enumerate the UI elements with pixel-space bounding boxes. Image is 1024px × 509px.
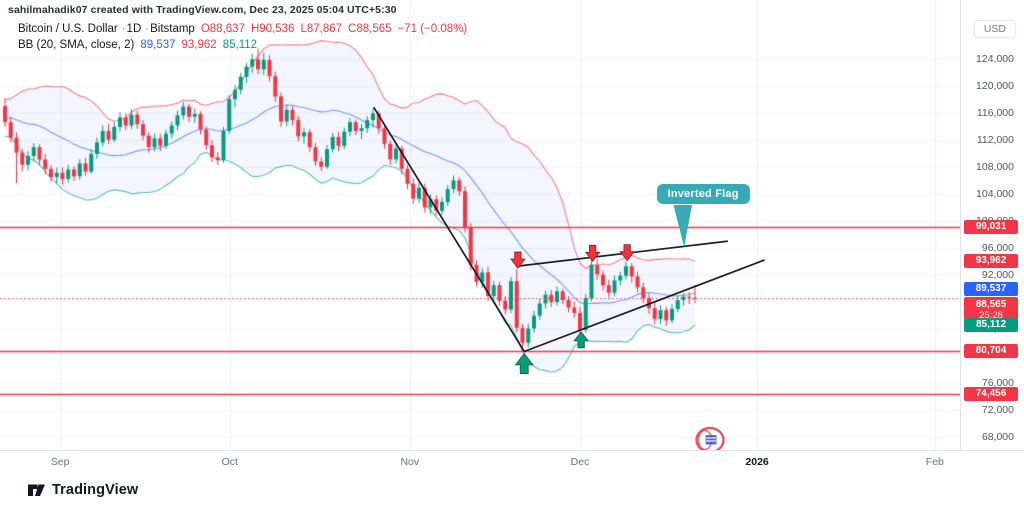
ohlc-o-value: O88,637 (200, 23, 245, 35)
time-tick-label: Feb (925, 456, 944, 468)
chart-legend: Bitcoin / U.S. Dollar · 1D · Bitstamp O88,637… (18, 21, 473, 53)
time-tick-label: Oct (221, 456, 238, 468)
price-tick-label: 96,000 (981, 241, 1014, 254)
indicator-value-2: 85,112 (222, 39, 258, 51)
last-price-label[interactable]: 88,565 25:28 (964, 296, 1018, 321)
price-tick-label: 108,000 (976, 160, 1014, 173)
indicator-value-1: 93,962 (181, 39, 217, 51)
pattern-callout[interactable]: Inverted Flag (656, 183, 750, 204)
candlestick-chart[interactable] (0, 0, 960, 450)
price-tick-label: 68,000 (981, 431, 1014, 444)
alert-price-label[interactable]: 74,456 (964, 386, 1018, 401)
ohlc-l-value: L87,867 (300, 23, 343, 35)
price-tick-label: 92,000 (981, 269, 1014, 282)
footer-bar: TradingView (0, 471, 1024, 509)
price-tick-label: 116,000 (976, 106, 1014, 119)
time-tick-label: Dec (570, 456, 590, 468)
timeframe-label: 1D (126, 23, 142, 35)
time-axis[interactable]: Sep Oct Nov Dec 2026 Feb (0, 450, 1024, 472)
tradingview-logo[interactable]: TradingView (27, 480, 138, 499)
tradingview-logo-text: TradingView (52, 481, 139, 498)
symbol-legend-row[interactable]: Bitcoin / U.S. Dollar · 1D · Bitstamp O88,637… (18, 21, 473, 37)
price-tick-label: 124,000 (976, 52, 1014, 65)
indicator-name: BB (20, SMA, close, 2) (18, 39, 135, 51)
attribution-text: sahilmahadik07 created with TradingView.… (8, 4, 397, 16)
change-value: −71 (−0.08%) (397, 23, 468, 35)
separator: · (121, 23, 126, 35)
exchange-label: Bitstamp (150, 23, 195, 35)
currency-label[interactable]: USD (973, 20, 1016, 38)
separator: · (145, 23, 150, 35)
price-tick-label: 76,000 (981, 377, 1014, 390)
price-tick-label: 120,000 (976, 79, 1014, 92)
ohlc-c-value: C88,565 (348, 23, 392, 35)
time-tick-label: 2026 (745, 456, 769, 468)
ohlc-h-value: H90,536 (250, 23, 295, 35)
tradingview-logo-icon (28, 484, 45, 496)
time-tick-label: Nov (400, 456, 420, 468)
indicator-legend-row[interactable]: BB (20, SMA, close, 2) 89,537 93,962 85,112 (18, 37, 473, 53)
bb-lower-label[interactable]: 85,112 (964, 317, 1018, 332)
price-tick-label: 112,000 (976, 133, 1014, 146)
price-tick-label: 104,000 (976, 187, 1014, 200)
time-tick-label: Sep (50, 456, 70, 468)
bb-basis-label[interactable]: 89,537 (964, 281, 1018, 296)
alert-price-label[interactable]: 80,704 (964, 344, 1018, 359)
alert-price-label[interactable]: 99,031 (964, 220, 1018, 235)
indicator-value-0: 89,537 (140, 39, 176, 51)
symbol-title: Bitcoin / U.S. Dollar (18, 23, 118, 35)
bb-upper-label[interactable]: 93,962 (964, 253, 1018, 268)
price-axis[interactable]: USD 124,000 120,000 116,000 112,000 108,000 1… (960, 0, 1024, 450)
price-tick-label: 72,000 (981, 404, 1014, 417)
